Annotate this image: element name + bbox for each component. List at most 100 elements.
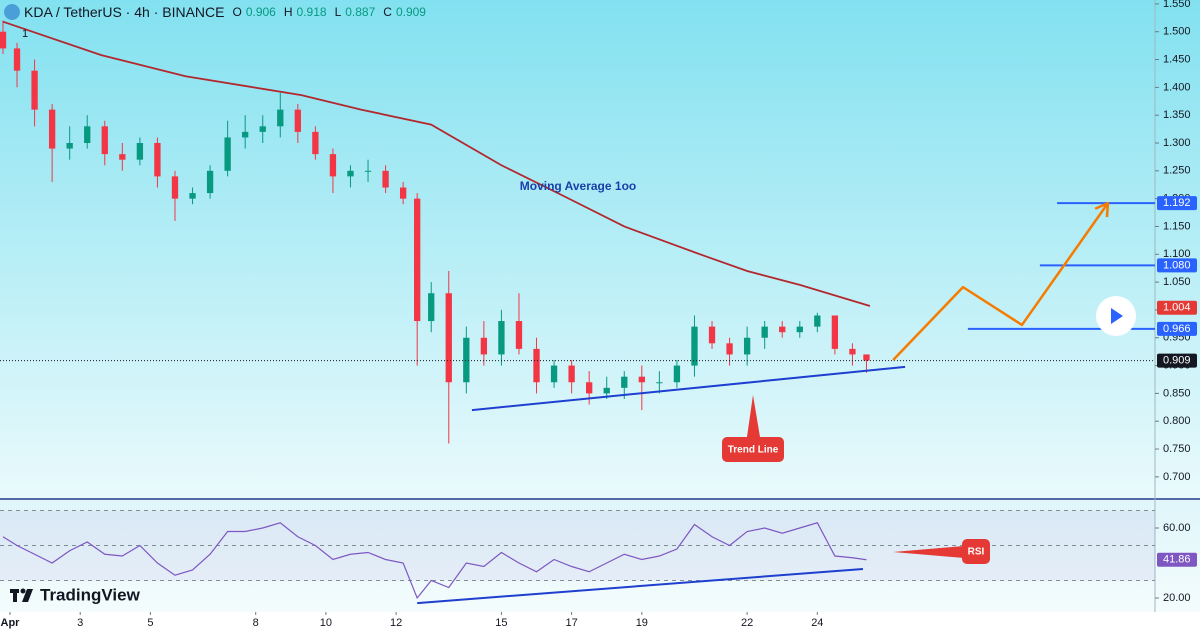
y-tick-label: 20.00 (1163, 592, 1191, 604)
candle-body (656, 382, 663, 384)
ohlc-value: 0.918 (296, 5, 327, 19)
current-price-label: 0.909 (1163, 354, 1191, 366)
trend-callout-pointer (747, 395, 760, 437)
tradingview-logo: TradingView (10, 585, 141, 604)
price-pane (0, 0, 1200, 498)
candle-body (48, 109, 56, 149)
ma-value-label: 1.004 (1163, 302, 1191, 314)
x-tick-label: 5 (147, 617, 153, 629)
candle-body (673, 365, 681, 383)
ma-value-box (1157, 300, 1197, 315)
candle-body (445, 293, 452, 383)
play-icon[interactable] (1111, 308, 1123, 324)
y-tick-label: 1.150 (1163, 220, 1191, 232)
projection-path (892, 202, 1109, 361)
y-tick-label: 0.750 (1163, 443, 1191, 455)
rsi-pane (0, 500, 1200, 612)
indicator-count[interactable]: 1 (22, 28, 29, 40)
candle-body (154, 143, 161, 177)
symbol-title: KDA / TetherUS · 4h · BINANCE (24, 4, 225, 20)
ohlc-key: H (283, 5, 293, 19)
candle-body (550, 365, 558, 383)
x-tick-label: 19 (636, 617, 648, 629)
current-price-box (1157, 353, 1197, 368)
level-box (1157, 321, 1197, 336)
trend-callout-label: Trend Line (728, 445, 779, 456)
y-tick-label: 1.300 (1163, 137, 1191, 149)
x-tick-label: 8 (253, 617, 259, 629)
x-tick-label: 15 (495, 617, 507, 629)
x-tick-label: 12 (390, 617, 402, 629)
candle-body (66, 143, 73, 149)
candle-body (796, 326, 803, 333)
rsi-value-box (1157, 552, 1197, 567)
level-label: 1.192 (1163, 197, 1191, 209)
rsi-callout-label: RSI (968, 547, 985, 558)
ohlc-value: 0.906 (245, 5, 276, 19)
symbol-icon (4, 4, 20, 20)
candle-body (743, 337, 751, 355)
candle-body (498, 321, 505, 355)
ohlc-value: 0.887 (345, 5, 376, 19)
y-tick-label: 1.400 (1163, 81, 1191, 93)
candle-body (13, 48, 21, 71)
candle-body (480, 337, 488, 355)
candle-body (515, 321, 523, 349)
x-tick-label: Apr (1, 617, 21, 629)
candle-body (708, 326, 716, 344)
candle-body (224, 137, 231, 171)
y-tick-label: 0.800 (1163, 415, 1191, 427)
candle-body (568, 365, 575, 383)
x-tick-label: 17 (565, 617, 577, 629)
candle-body (189, 193, 196, 199)
candle-body (691, 326, 698, 366)
candle-body (242, 131, 249, 138)
level-label: 1.080 (1163, 259, 1191, 271)
y-tick-label: 1.550 (1163, 0, 1191, 10)
candle-body (84, 126, 91, 144)
y-tick-label: 60.00 (1163, 522, 1191, 534)
candle-body (136, 143, 144, 160)
candle-body (119, 154, 126, 160)
y-tick-label: 1.100 (1163, 248, 1191, 260)
candle-body (364, 170, 372, 172)
x-tick-label: 3 (77, 617, 83, 629)
brand-name: TradingView (40, 585, 141, 604)
ma-annotation: Moving Average 1oo (520, 179, 636, 193)
y-tick-label: 1.500 (1163, 26, 1191, 38)
candle-body (863, 354, 870, 361)
level-box (1157, 196, 1197, 211)
rsi-callout-pointer (893, 546, 964, 558)
candle-body (603, 387, 610, 394)
ohlc-key: L (334, 5, 342, 19)
candle-body (761, 326, 768, 338)
candle-body (814, 315, 821, 327)
candle-body (382, 170, 389, 188)
rsi-callout (962, 539, 990, 564)
trend-callout (722, 437, 784, 462)
trend-line (471, 365, 906, 412)
moving-average (2, 20, 871, 307)
candle-body (277, 109, 284, 127)
candle-body (621, 376, 628, 388)
y-tick-label: 0.700 (1163, 471, 1191, 483)
y-tick-label: 1.050 (1163, 276, 1191, 288)
rsi-line (2, 522, 867, 600)
x-tick-label: 10 (320, 617, 332, 629)
candle-body (463, 337, 470, 383)
x-tick-label: 24 (811, 617, 823, 629)
candle-body (638, 376, 645, 383)
rsi-trend-line (417, 567, 864, 605)
candle-body (101, 126, 108, 155)
candle-body (206, 170, 214, 194)
ohlc-key: O (232, 5, 242, 19)
candle-body (726, 343, 733, 355)
candle-body (533, 348, 540, 383)
y-tick-label: 1.250 (1163, 165, 1191, 177)
y-tick-label: 0.850 (1163, 387, 1191, 399)
candle-body (294, 109, 301, 132)
candle-body (414, 198, 421, 322)
candle-body (259, 126, 266, 132)
candle-body (586, 382, 593, 394)
